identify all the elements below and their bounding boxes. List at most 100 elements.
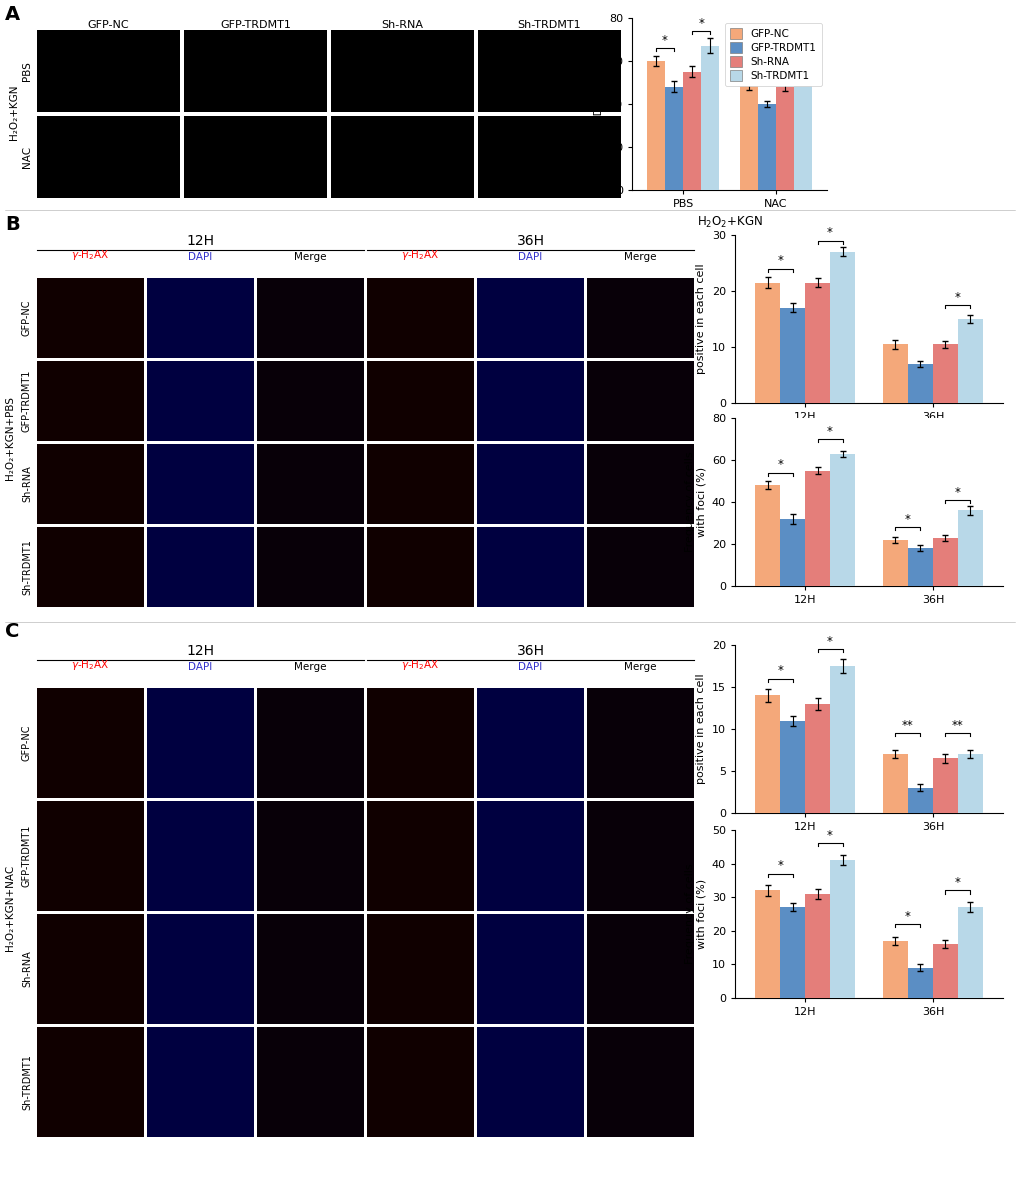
Bar bbox=[932, 944, 957, 998]
Bar bbox=[754, 283, 780, 403]
Bar bbox=[664, 87, 683, 190]
Text: Sh-RNA: Sh-RNA bbox=[381, 20, 423, 30]
X-axis label: H$_2$O$_2$+KGN: H$_2$O$_2$+KGN bbox=[696, 214, 761, 230]
Text: 12H: 12H bbox=[186, 234, 214, 248]
Text: NAC: NAC bbox=[22, 146, 32, 169]
Text: Merge: Merge bbox=[293, 662, 326, 672]
Text: *: * bbox=[954, 290, 960, 303]
Y-axis label: Frequency of cells
with foci (%): Frequency of cells with foci (%) bbox=[684, 863, 705, 964]
Text: Sh-TRDMT1: Sh-TRDMT1 bbox=[22, 1054, 32, 1110]
Bar bbox=[957, 510, 981, 586]
Text: *: * bbox=[661, 34, 667, 47]
Text: DAPI: DAPI bbox=[518, 252, 542, 262]
Bar bbox=[683, 72, 700, 190]
Text: *: * bbox=[776, 665, 783, 678]
Text: DAPI: DAPI bbox=[189, 252, 212, 262]
Text: GFP-TRDMT1: GFP-TRDMT1 bbox=[22, 370, 32, 432]
Text: *: * bbox=[776, 860, 783, 873]
Bar bbox=[882, 344, 907, 403]
Bar bbox=[700, 46, 718, 190]
Bar bbox=[907, 968, 932, 998]
Bar bbox=[829, 860, 854, 998]
Text: C: C bbox=[5, 622, 19, 641]
Text: *: * bbox=[826, 425, 833, 438]
Bar bbox=[907, 548, 932, 586]
Text: *: * bbox=[776, 254, 783, 267]
Bar bbox=[780, 908, 804, 998]
Text: $\gamma$-H$_2$AX: $\gamma$-H$_2$AX bbox=[400, 659, 439, 672]
Bar bbox=[957, 319, 981, 403]
Text: DAPI: DAPI bbox=[189, 662, 212, 672]
Text: **: ** bbox=[951, 719, 963, 732]
Bar bbox=[932, 759, 957, 813]
Legend: GFP-NC, GFP-TRDMT1, Sh-RNA, Sh-TRDMT1: GFP-NC, GFP-TRDMT1, Sh-RNA, Sh-TRDMT1 bbox=[723, 23, 821, 87]
Bar bbox=[829, 666, 854, 813]
Text: 36H: 36H bbox=[516, 234, 544, 248]
Bar bbox=[794, 63, 811, 190]
Text: PBS: PBS bbox=[22, 61, 32, 81]
Text: DAPI: DAPI bbox=[518, 662, 542, 672]
Bar bbox=[882, 754, 907, 813]
Bar bbox=[757, 104, 775, 190]
Bar bbox=[882, 539, 907, 586]
Bar bbox=[829, 454, 854, 586]
Text: GFP-TRDMT1: GFP-TRDMT1 bbox=[220, 20, 290, 30]
Text: Merge: Merge bbox=[293, 252, 326, 262]
Text: *: * bbox=[776, 459, 783, 471]
Text: H₂O₂+KGN: H₂O₂+KGN bbox=[9, 84, 19, 140]
Text: $\gamma$-H$_2$AX: $\gamma$-H$_2$AX bbox=[71, 248, 110, 262]
Bar bbox=[932, 344, 957, 403]
Bar bbox=[804, 471, 829, 586]
Text: GFP-NC: GFP-NC bbox=[88, 20, 129, 30]
Text: *: * bbox=[904, 513, 910, 526]
Text: Sh-TRDMT1: Sh-TRDMT1 bbox=[22, 539, 32, 595]
Text: Sh-RNA: Sh-RNA bbox=[22, 466, 32, 502]
Text: Merge: Merge bbox=[624, 662, 656, 672]
Bar bbox=[646, 61, 664, 190]
Text: GFP-NC: GFP-NC bbox=[22, 725, 32, 761]
Bar bbox=[932, 538, 957, 586]
Text: *: * bbox=[954, 485, 960, 498]
Text: Sh-RNA: Sh-RNA bbox=[22, 951, 32, 987]
Bar bbox=[804, 704, 829, 813]
Text: *: * bbox=[904, 910, 910, 922]
Bar bbox=[907, 787, 932, 813]
Bar bbox=[829, 252, 854, 403]
Bar bbox=[882, 940, 907, 998]
Text: H₂O₂+KGN+NAC: H₂O₂+KGN+NAC bbox=[5, 864, 15, 951]
Bar bbox=[804, 283, 829, 403]
Bar bbox=[780, 308, 804, 403]
Text: *: * bbox=[826, 635, 833, 648]
Text: Merge: Merge bbox=[624, 252, 656, 262]
Text: *: * bbox=[698, 17, 703, 30]
Text: *: * bbox=[826, 830, 833, 842]
Text: *: * bbox=[954, 877, 960, 889]
Bar bbox=[957, 908, 981, 998]
Y-axis label: positive in each cell: positive in each cell bbox=[696, 264, 705, 374]
Text: **: ** bbox=[788, 39, 799, 51]
Bar bbox=[957, 754, 981, 813]
Text: 12H: 12H bbox=[186, 644, 214, 659]
Text: Sh-TRDMT1: Sh-TRDMT1 bbox=[518, 20, 581, 30]
Bar bbox=[907, 364, 932, 403]
Text: B: B bbox=[5, 216, 19, 234]
Bar bbox=[739, 84, 757, 190]
Bar bbox=[754, 696, 780, 813]
Text: *: * bbox=[826, 226, 833, 240]
Text: GFP-NC: GFP-NC bbox=[22, 300, 32, 336]
Bar bbox=[780, 721, 804, 813]
Bar bbox=[780, 519, 804, 586]
Text: *: * bbox=[754, 58, 760, 70]
Text: **: ** bbox=[901, 719, 913, 732]
Text: GFP-TRDMT1: GFP-TRDMT1 bbox=[22, 825, 32, 887]
Y-axis label: Tail DNA(%): Tail DNA(%) bbox=[593, 71, 602, 137]
Bar bbox=[754, 485, 780, 586]
Text: H₂O₂+KGN+PBS: H₂O₂+KGN+PBS bbox=[5, 396, 15, 480]
Text: 36H: 36H bbox=[516, 644, 544, 659]
Y-axis label: Frequency of cells
with foci (%): Frequency of cells with foci (%) bbox=[684, 452, 705, 553]
Y-axis label: positive in each cell: positive in each cell bbox=[696, 674, 705, 784]
Bar bbox=[754, 891, 780, 998]
Text: A: A bbox=[5, 5, 20, 24]
Text: $\gamma$-H$_2$AX: $\gamma$-H$_2$AX bbox=[400, 248, 439, 262]
Bar bbox=[804, 893, 829, 998]
